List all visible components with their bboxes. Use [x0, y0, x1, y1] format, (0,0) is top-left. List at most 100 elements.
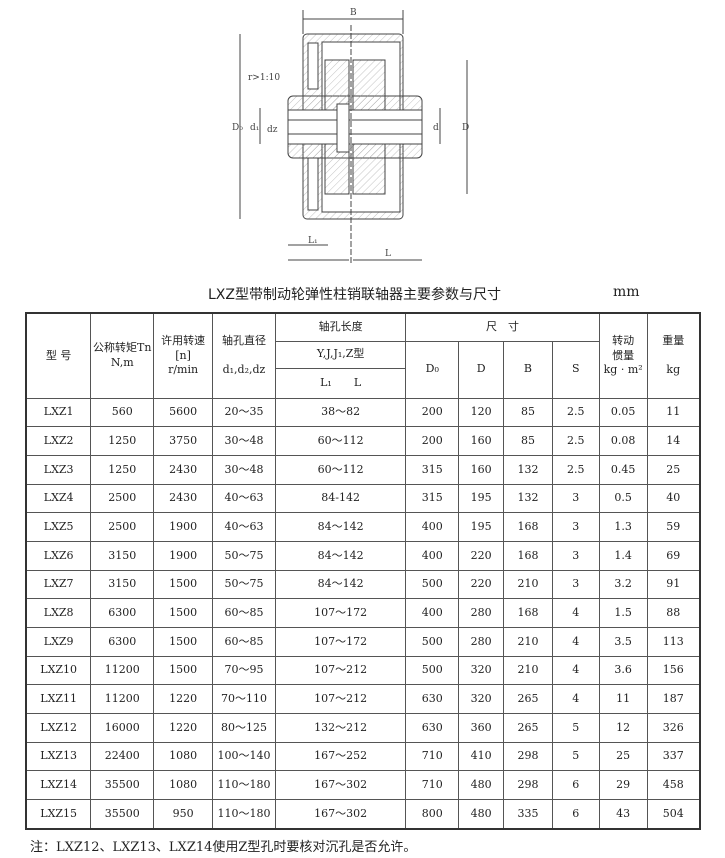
label-D0: D₀ — [232, 123, 243, 133]
table-cell: 410 — [458, 741, 505, 772]
header-S: S — [551, 340, 600, 399]
table-cell: 0.5 — [598, 483, 648, 514]
table-cell: 1220 — [153, 713, 214, 743]
table-cell: 6300 — [90, 627, 155, 657]
table-cell: 3150 — [90, 540, 155, 571]
table-cell: 84～142 — [274, 512, 407, 542]
table-row: LXZ15 35500 950 110～180 167～302 800 480 335 6 43 5… — [25, 799, 701, 830]
table-cell: LXZ8 — [25, 598, 92, 628]
table-cell: LXZ13 — [25, 741, 92, 772]
table-cell: 6300 — [90, 598, 155, 628]
table-row: LXZ11 11200 1220 70～110 107～212 630 320 265 4 11 1… — [25, 684, 701, 715]
table-cell: 132～212 — [274, 713, 407, 743]
table-cell: 500 — [405, 655, 460, 686]
label-taper: r>1:10 — [248, 73, 280, 83]
table-cell: 220 — [458, 569, 505, 600]
table-cell: 35500 — [90, 799, 155, 830]
table-row: LXZ1 560 5600 20～35 38～82 200 120 85 2.5 0.05 11 — [25, 397, 701, 428]
table-cell: 120 — [458, 397, 505, 428]
table-row: LXZ14 35500 1080 110～180 167～302 710 480 298 6 29… — [25, 770, 701, 801]
table-cell: LXZ7 — [25, 569, 92, 600]
table-cell: 110～180 — [212, 799, 276, 830]
table-cell: 4 — [551, 598, 600, 628]
table-cell: 107～212 — [274, 655, 407, 686]
table-cell: 11 — [598, 684, 648, 715]
table-cell: 200 — [405, 397, 460, 428]
table-cell: 22400 — [90, 741, 155, 772]
table-cell: 458 — [646, 770, 701, 801]
header-weight: 重量 kg — [646, 312, 701, 399]
label-d: d — [433, 123, 439, 133]
table-cell: 11 — [646, 397, 701, 428]
table-cell: 320 — [458, 655, 505, 686]
table-cell: 1500 — [153, 627, 214, 657]
table-cell: 80～125 — [212, 713, 276, 743]
table-cell: 16000 — [90, 713, 155, 743]
table-cell: 160 — [458, 426, 505, 456]
table-cell: 280 — [458, 598, 505, 628]
table-cell: 630 — [405, 713, 460, 743]
table-cell: 156 — [646, 655, 701, 686]
table-cell: 337 — [646, 741, 701, 772]
header-D: D — [458, 340, 505, 399]
table-cell: 3750 — [153, 426, 214, 456]
table-cell: 50～75 — [212, 569, 276, 600]
table-cell: 3150 — [90, 569, 155, 600]
parameters-table: 型 号 公称转矩Tn N,m 许用转速 [n] r/min 轴孔直径 d₁,d₂,dz… — [25, 312, 701, 830]
table-cell: 5600 — [153, 397, 214, 428]
table-cell: 168 — [503, 598, 553, 628]
table-cell: 1250 — [90, 426, 155, 456]
table-cell: 60～112 — [274, 426, 407, 456]
table-cell: 210 — [503, 655, 553, 686]
table-cell: 320 — [458, 684, 505, 715]
table-cell: 1.5 — [598, 598, 648, 628]
header-D0: D₀ — [405, 340, 460, 399]
table-cell: 1.4 — [598, 540, 648, 571]
table-cell: 60～85 — [212, 627, 276, 657]
table-cell: LXZ1 — [25, 397, 92, 428]
table-cell: 29 — [598, 770, 648, 801]
table-cell: LXZ4 — [25, 483, 92, 514]
table-cell: 12 — [598, 713, 648, 743]
table-cell: 710 — [405, 770, 460, 801]
table-cell: 84～142 — [274, 569, 407, 600]
table-cell: 167～302 — [274, 799, 407, 830]
table-cell: 160 — [458, 454, 505, 485]
table-cell: 5 — [551, 741, 600, 772]
table-cell: 20～35 — [212, 397, 276, 428]
table-cell: 168 — [503, 512, 553, 542]
table-cell: 14 — [646, 426, 701, 456]
table-cell: 480 — [458, 799, 505, 830]
table-cell: 59 — [646, 512, 701, 542]
table-cell: 107～212 — [274, 684, 407, 715]
header-L1-L: L₁ L — [274, 367, 407, 399]
table-cell: 43 — [598, 799, 648, 830]
table-cell: LXZ11 — [25, 684, 92, 715]
table-cell: 500 — [405, 627, 460, 657]
table-cell: 3.5 — [598, 627, 648, 657]
header-B: B — [503, 340, 553, 399]
table-cell: 326 — [646, 713, 701, 743]
table-cell: 167～302 — [274, 770, 407, 801]
table-cell: 4 — [551, 684, 600, 715]
table-cell: 2.5 — [551, 426, 600, 456]
table-cell: 1.3 — [598, 512, 648, 542]
table-cell: 2.5 — [551, 397, 600, 428]
table-cell: 1900 — [153, 540, 214, 571]
table-cell: 1500 — [153, 569, 214, 600]
table-cell: 187 — [646, 684, 701, 715]
table-cell: LXZ15 — [25, 799, 92, 830]
table-row: LXZ8 6300 1500 60～85 107～172 400 280 168 4 1.5 88 — [25, 598, 701, 628]
table-cell: 0.05 — [598, 397, 648, 428]
table-cell: 280 — [458, 627, 505, 657]
table-cell: 2430 — [153, 483, 214, 514]
label-D: D — [462, 123, 469, 133]
table-cell: 11200 — [90, 655, 155, 686]
table-cell: 480 — [458, 770, 505, 801]
table-cell: 85 — [503, 426, 553, 456]
table-cell: 11200 — [90, 684, 155, 715]
table-row: LXZ6 3150 1900 50～75 84～142 400 220 168 3 1.4 69 — [25, 540, 701, 571]
table-cell: 3 — [551, 512, 600, 542]
table-cell: 315 — [405, 483, 460, 514]
table-cell: 0.08 — [598, 426, 648, 456]
